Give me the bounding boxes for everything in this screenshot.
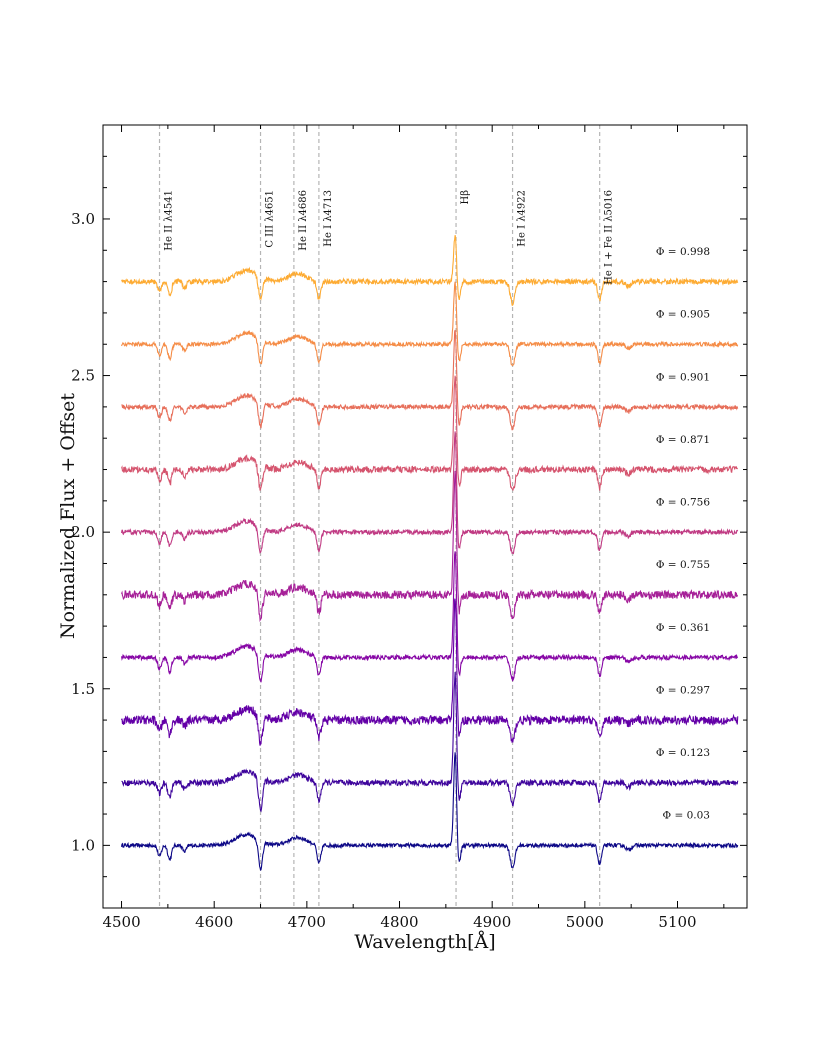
y-tick-label: 3.0 xyxy=(71,210,95,228)
y-tick-label: 2.5 xyxy=(71,367,95,385)
phase-label: Φ = 0.03 xyxy=(663,810,710,822)
phase-label: Φ = 0.361 xyxy=(656,622,710,634)
spectrum-series xyxy=(121,281,739,367)
spectrum-series xyxy=(121,598,739,746)
spectrum-series xyxy=(121,235,739,306)
x-tick-label: 5100 xyxy=(658,913,696,931)
phase-label: Φ = 0.755 xyxy=(656,559,710,571)
spectral-line-label: He I + Fe II λ5016 xyxy=(604,190,615,285)
spectral-line-label: C III λ4651 xyxy=(265,190,276,248)
spectral-line-label: He II λ4541 xyxy=(164,190,175,251)
y-tick-label: 1.0 xyxy=(71,836,95,854)
phase-label: Φ = 0.901 xyxy=(656,371,710,383)
spectrum-series xyxy=(121,470,739,623)
spectrum-series xyxy=(120,431,739,555)
x-tick-label: 4700 xyxy=(288,913,326,931)
x-axis-title: Wavelength[Å] xyxy=(354,931,495,953)
spectrum-series xyxy=(120,752,739,871)
phase-label: Φ = 0.756 xyxy=(656,497,710,509)
phase-label: Φ = 0.871 xyxy=(656,434,710,446)
x-tick-label: 4800 xyxy=(380,913,418,931)
spectral-line-label: Hβ xyxy=(460,190,471,205)
plot-frame xyxy=(102,124,748,909)
spectrum-series xyxy=(120,551,739,683)
spectral-line-label: He I λ4713 xyxy=(323,190,334,247)
y-tick-label: 1.5 xyxy=(71,680,95,698)
y-axis-title: Normalized Flux + Offset xyxy=(57,393,79,639)
spectrum-series xyxy=(121,671,739,813)
plot-background xyxy=(103,125,747,908)
spectrum-series xyxy=(121,329,739,431)
phase-label: Φ = 0.998 xyxy=(656,246,710,258)
x-tick-label: 4900 xyxy=(473,913,511,931)
spectral-line-label: He I λ4922 xyxy=(517,190,528,247)
x-tick-label: 4600 xyxy=(195,913,233,931)
x-tick-label: 4500 xyxy=(102,913,140,931)
phase-label: Φ = 0.123 xyxy=(656,747,710,759)
x-tick-label: 5000 xyxy=(566,913,604,931)
phase-label: Φ = 0.905 xyxy=(656,309,710,321)
phase-label: Φ = 0.297 xyxy=(656,684,710,696)
spectrum-series xyxy=(121,375,739,491)
y-tick-label: 2.0 xyxy=(71,523,95,541)
spectral-line-label: He II λ4686 xyxy=(298,190,309,251)
